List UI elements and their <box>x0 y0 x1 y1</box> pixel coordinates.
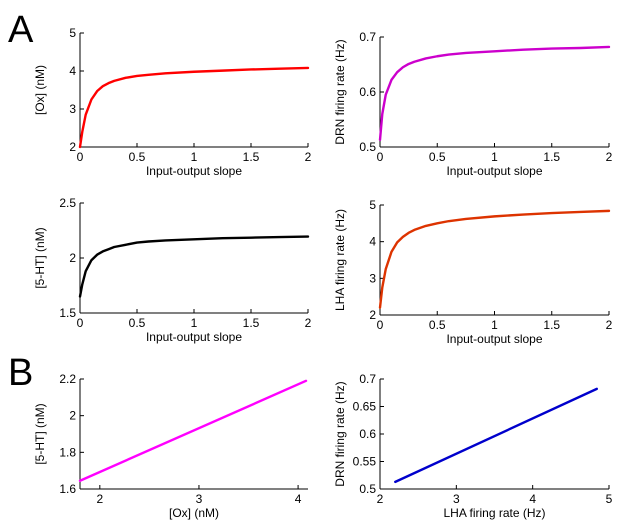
x-axis-label: Input-output slope <box>446 332 542 346</box>
x-tick-label: 0.5 <box>429 318 446 332</box>
x-tick-label: 2 <box>606 150 613 164</box>
x-tick-label: 1.5 <box>543 150 560 164</box>
y-tick-label: 2.2 <box>59 372 76 386</box>
panel-a-letter: A <box>8 9 34 51</box>
y-axis-label: LHA firing rate (Hz) <box>333 209 347 311</box>
x-tick-label: 1 <box>491 150 498 164</box>
x-tick-label: 1.5 <box>243 316 260 330</box>
y-tick-label: 3 <box>69 102 76 116</box>
x-axis-label: LHA firing rate (Hz) <box>443 506 545 520</box>
x-axis-label: Input-output slope <box>146 164 242 178</box>
x-tick-label: 0 <box>377 150 384 164</box>
y-tick-label: 1.8 <box>59 445 76 459</box>
y-tick-label: 2.5 <box>59 196 76 210</box>
y-tick-label: 2 <box>69 251 76 265</box>
x-tick-label: 1.5 <box>543 318 560 332</box>
x-tick-label: 0 <box>77 316 84 330</box>
y-tick-label: 0.6 <box>359 427 376 441</box>
y-tick-label: 2 <box>369 308 376 322</box>
y-tick-label: 5 <box>69 26 76 40</box>
series-line <box>378 209 611 309</box>
y-tick-label: 0.7 <box>359 30 376 44</box>
x-tick-label: 4 <box>529 492 536 506</box>
series-line <box>78 66 310 149</box>
x-tick-label: 2 <box>305 150 312 164</box>
x-tick-label: 0 <box>77 150 84 164</box>
y-axis-label: [Ox] (nM) <box>33 65 47 115</box>
series-line <box>78 235 310 298</box>
chart-ox: 0 0.5 1 1.5 2 2 3 4 5 Input-output slope [Ox] (nM) <box>33 26 312 178</box>
y-tick-label: 4 <box>69 64 76 78</box>
x-tick-label: 0.5 <box>429 150 446 164</box>
x-tick-label: 0.5 <box>129 316 146 330</box>
x-tick-label: 3 <box>453 492 460 506</box>
y-tick-label: 2 <box>69 140 76 154</box>
x-tick-label: 0.5 <box>129 150 146 164</box>
y-tick-label: 1.6 <box>59 482 76 496</box>
x-tick-label: 3 <box>196 492 203 506</box>
x-axis-label: Input-output slope <box>446 164 542 178</box>
y-tick-label: 5 <box>369 198 376 212</box>
chart-5ht: 0 0.5 1 1.5 2 1.5 2 2.5 Input-output slope [5-HT]… <box>33 196 312 344</box>
x-tick-label: 5 <box>606 492 613 506</box>
y-axis-label: DRN firing rate (Hz) <box>333 381 347 486</box>
x-axis-label: Input-output slope <box>146 330 242 344</box>
y-tick-label: 0.5 <box>359 482 376 496</box>
panel-b-letter: B <box>8 352 33 394</box>
y-tick-label: 0.6 <box>359 85 376 99</box>
x-tick-label: 1 <box>491 318 498 332</box>
x-tick-label: 1 <box>191 316 198 330</box>
y-tick-label: 0.5 <box>359 140 376 154</box>
x-tick-label: 1 <box>191 150 198 164</box>
series-line <box>78 379 308 482</box>
x-tick-label: 1.5 <box>243 150 260 164</box>
x-tick-label: 0 <box>377 318 384 332</box>
y-tick-label: 4 <box>369 235 376 249</box>
x-tick-label: 4 <box>295 492 302 506</box>
chart-lha-slope: 0 0.5 1 1.5 2 2 3 4 5 Input-output slope LHA firin… <box>333 198 613 346</box>
y-tick-label: 0.65 <box>353 400 377 414</box>
series-line <box>394 387 598 484</box>
x-axis-label: [Ox] (nM) <box>169 506 219 520</box>
y-axis-label: [5-HT] (nM) <box>33 227 47 288</box>
y-tick-label: 0.55 <box>353 455 377 469</box>
chart-drn-vs-lha: 2 3 4 5 0.5 0.55 0.6 0.65 0.7 LHA firing rate (Hz… <box>333 372 613 520</box>
x-tick-label: 2 <box>377 492 384 506</box>
y-tick-label: 0.7 <box>359 372 376 386</box>
chart-5ht-vs-ox: 2 3 4 1.6 1.8 2 2.2 [Ox] (nM) [5-HT] (nM) <box>33 372 308 520</box>
x-tick-label: 2 <box>606 318 613 332</box>
y-tick-label: 1.5 <box>59 306 76 320</box>
x-tick-label: 2 <box>96 492 103 506</box>
y-tick-label: 2 <box>69 409 76 423</box>
series-line <box>378 45 611 142</box>
y-tick-label: 3 <box>369 271 376 285</box>
y-axis-label: [5-HT] (nM) <box>33 403 47 464</box>
x-tick-label: 2 <box>305 316 312 330</box>
y-axis-label: DRN firing rate (Hz) <box>333 39 347 144</box>
